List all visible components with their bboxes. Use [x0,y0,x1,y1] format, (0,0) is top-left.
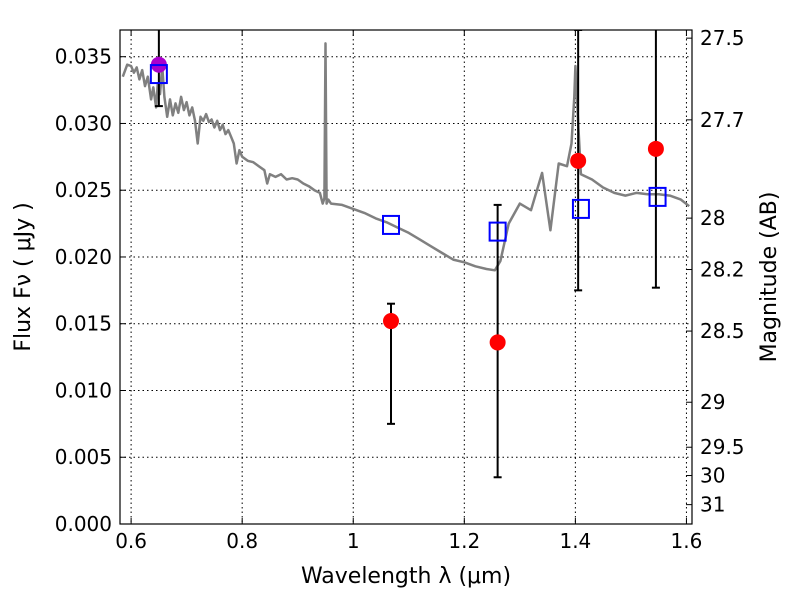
mag-tick-label: 27.7 [700,108,745,132]
x-axis-label: Wavelength λ (μm) [301,564,511,589]
model-band-square [149,64,168,85]
y-tick-label: 0.015 [55,312,112,336]
marker-layer [149,56,667,351]
x-tick-label: 1.2 [448,529,480,553]
y-tick-label: 0.000 [55,512,112,536]
y-tick-label: 0.035 [55,45,112,69]
x-tick-label: 1 [347,529,360,553]
y-tick-label: 0.010 [55,378,112,402]
y-tick-label: 0.030 [55,111,112,135]
x-tick-label: 1.4 [559,529,591,553]
mag-tick-label: 27.5 [700,26,745,50]
data-point-circle [489,334,506,351]
y-tick-label: 0.025 [55,178,112,202]
data-point-circle [570,152,587,169]
y-axis-label: Flux Fν ( μJy ) [11,202,36,351]
y2-axis-label: Magnitude (AB) [757,192,782,363]
mag-tick-label: 31 [700,493,725,517]
y-tick-label: 0.020 [55,245,112,269]
data-point-circle [647,140,664,157]
data-point-circle [383,313,400,330]
tick-layer: 0.6 0.8 1 1.2 1.4 1.6 0.000 0.005 0.010 0.015 0.02… [55,26,745,553]
model-band-square [648,186,667,207]
mag-tick-label: 29 [700,390,725,414]
x-tick-label: 0.6 [115,529,147,553]
model-spectrum-line [121,42,690,272]
spectrum-layer [121,42,690,272]
mag-tick-label: 30 [700,464,725,488]
errorbar-layer [154,30,660,479]
mag-tick-label: 29.5 [700,435,745,459]
mag-tick-label: 28.2 [700,258,745,282]
y-tick-label: 0.005 [55,445,112,469]
mag-tick-label: 28 [700,206,725,230]
plot-frame [119,29,693,525]
model-band-square [488,221,507,242]
model-band-square [382,214,401,235]
x-tick-label: 0.8 [226,529,258,553]
grid [120,30,692,525]
mag-tick-label: 28.5 [700,319,745,343]
model-band-square [571,198,590,219]
x-tick-label: 1.6 [671,529,703,553]
